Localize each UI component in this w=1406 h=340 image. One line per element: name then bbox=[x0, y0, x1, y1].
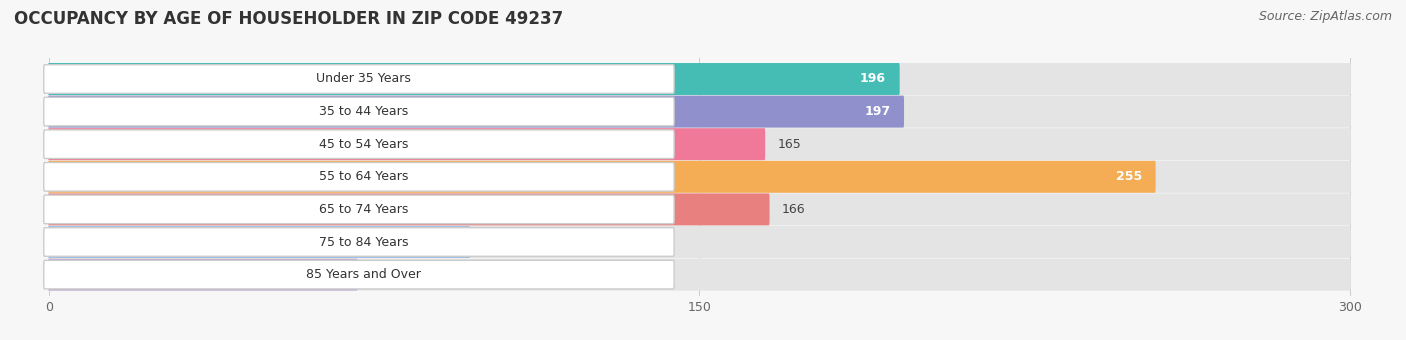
Text: Source: ZipAtlas.com: Source: ZipAtlas.com bbox=[1258, 10, 1392, 23]
FancyBboxPatch shape bbox=[48, 259, 357, 291]
FancyBboxPatch shape bbox=[48, 226, 470, 258]
FancyBboxPatch shape bbox=[48, 128, 765, 160]
FancyBboxPatch shape bbox=[48, 128, 1351, 160]
FancyBboxPatch shape bbox=[44, 260, 673, 289]
FancyBboxPatch shape bbox=[48, 193, 1351, 225]
Text: Under 35 Years: Under 35 Years bbox=[316, 72, 411, 85]
Text: 45 to 54 Years: 45 to 54 Years bbox=[319, 138, 408, 151]
FancyBboxPatch shape bbox=[44, 195, 673, 224]
FancyBboxPatch shape bbox=[44, 65, 673, 93]
Text: 196: 196 bbox=[860, 72, 886, 85]
Text: 255: 255 bbox=[1116, 170, 1142, 183]
Text: 71: 71 bbox=[370, 268, 385, 281]
FancyBboxPatch shape bbox=[44, 163, 673, 191]
FancyBboxPatch shape bbox=[44, 130, 673, 158]
FancyBboxPatch shape bbox=[48, 63, 1351, 95]
Text: 197: 197 bbox=[865, 105, 890, 118]
FancyBboxPatch shape bbox=[48, 226, 1351, 258]
Text: 85 Years and Over: 85 Years and Over bbox=[307, 268, 420, 281]
Text: 35 to 44 Years: 35 to 44 Years bbox=[319, 105, 408, 118]
FancyBboxPatch shape bbox=[48, 63, 900, 95]
FancyBboxPatch shape bbox=[44, 228, 673, 256]
Text: 55 to 64 Years: 55 to 64 Years bbox=[319, 170, 408, 183]
FancyBboxPatch shape bbox=[48, 96, 904, 128]
Text: 97: 97 bbox=[482, 236, 499, 249]
FancyBboxPatch shape bbox=[44, 97, 673, 126]
FancyBboxPatch shape bbox=[48, 161, 1351, 193]
Text: 166: 166 bbox=[782, 203, 806, 216]
Text: 75 to 84 Years: 75 to 84 Years bbox=[319, 236, 408, 249]
FancyBboxPatch shape bbox=[48, 193, 769, 225]
Text: 165: 165 bbox=[778, 138, 801, 151]
FancyBboxPatch shape bbox=[48, 161, 1156, 193]
FancyBboxPatch shape bbox=[48, 96, 1351, 128]
Text: 65 to 74 Years: 65 to 74 Years bbox=[319, 203, 408, 216]
Text: OCCUPANCY BY AGE OF HOUSEHOLDER IN ZIP CODE 49237: OCCUPANCY BY AGE OF HOUSEHOLDER IN ZIP C… bbox=[14, 10, 564, 28]
FancyBboxPatch shape bbox=[48, 259, 1351, 291]
